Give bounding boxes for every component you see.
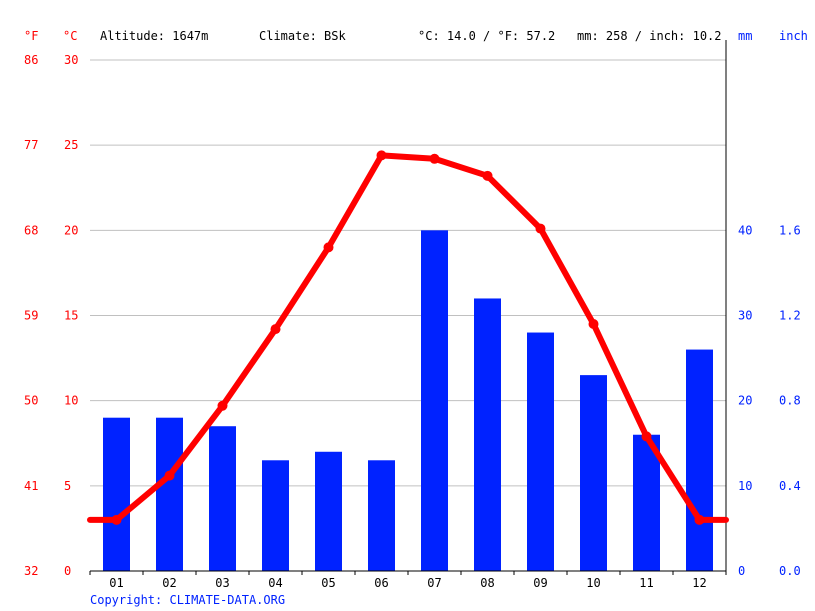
precipitation-bars	[103, 230, 713, 572]
celsius-tick-label: 0	[64, 564, 71, 578]
celsius-unit-label: °C	[63, 29, 77, 43]
precipitation-bar	[156, 417, 183, 571]
mm-tick-label: 30	[738, 309, 752, 323]
temperature-average-label: °C: 14.0 / °F: 57.2	[418, 29, 555, 43]
altitude-label: Altitude: 1647m	[100, 29, 208, 43]
tick-labels: 0 32 5 41 10 50 15 59 20 68 25 77 30 86 0 0.0 10 0.4 20 0.8…	[24, 53, 801, 590]
month-tick-label: 09	[533, 576, 547, 590]
precipitation-average-label: mm: 258 / inch: 10.2	[577, 29, 722, 43]
mm-unit-label: mm	[738, 29, 752, 43]
inch-tick-label: 0.0	[779, 564, 801, 578]
fahrenheit-tick-label: 86	[24, 53, 38, 67]
temperature-series-line	[87, 152, 729, 523]
month-tick-label: 03	[215, 576, 229, 590]
inch-unit-label: inch	[779, 29, 808, 43]
fahrenheit-tick-label: 41	[24, 479, 38, 493]
month-tick-label: 07	[427, 576, 441, 590]
inch-tick-label: 1.6	[779, 223, 801, 237]
mm-tick-label: 0	[738, 564, 745, 578]
precipitation-bar	[686, 349, 713, 571]
month-tick-label: 01	[109, 576, 123, 590]
month-tick-label: 05	[321, 576, 335, 590]
celsius-tick-label: 25	[64, 138, 78, 152]
celsius-tick-label: 30	[64, 53, 78, 67]
precipitation-bar	[633, 434, 660, 571]
precipitation-bar	[527, 332, 554, 571]
temperature-point	[429, 153, 440, 164]
chart-axes	[89, 40, 727, 575]
month-tick-label: 08	[480, 576, 494, 590]
mm-tick-label: 10	[738, 479, 752, 493]
mm-tick-label: 20	[738, 394, 752, 408]
precipitation-bar	[421, 230, 448, 572]
celsius-tick-label: 20	[64, 223, 78, 237]
copyright-label[interactable]: Copyright: CLIMATE-DATA.ORG	[90, 593, 285, 607]
celsius-tick-label: 15	[64, 309, 78, 323]
temperature-point	[376, 150, 387, 161]
inch-tick-label: 0.4	[779, 479, 801, 493]
inch-tick-label: 1.2	[779, 309, 801, 323]
month-tick-label: 02	[162, 576, 176, 590]
month-tick-label: 04	[268, 576, 282, 590]
precipitation-bar	[474, 298, 501, 571]
temperature-line	[87, 150, 729, 525]
temperature-point	[323, 242, 334, 253]
temperature-point	[164, 470, 175, 481]
month-tick-label: 10	[586, 576, 600, 590]
fahrenheit-tick-label: 32	[24, 564, 38, 578]
fahrenheit-tick-label: 68	[24, 223, 38, 237]
temperature-point	[270, 324, 281, 335]
fahrenheit-tick-label: 59	[24, 309, 38, 323]
fahrenheit-unit-label: °F	[24, 29, 38, 43]
temperature-point	[535, 223, 546, 234]
climate-label: Climate: BSk	[259, 29, 346, 43]
temperature-point	[694, 514, 705, 525]
temperature-point	[217, 400, 228, 411]
fahrenheit-tick-label: 77	[24, 138, 38, 152]
month-tick-label: 06	[374, 576, 388, 590]
temperature-point	[111, 514, 122, 525]
inch-tick-label: 0.8	[779, 394, 801, 408]
precipitation-bar	[315, 451, 342, 571]
precipitation-bar	[580, 375, 607, 571]
grid-lines	[90, 59, 726, 487]
celsius-tick-label: 10	[64, 394, 78, 408]
mm-tick-label: 40	[738, 223, 752, 237]
precipitation-bar	[262, 460, 289, 571]
temperature-point	[641, 431, 652, 442]
fahrenheit-tick-label: 50	[24, 394, 38, 408]
temperature-point	[588, 319, 599, 330]
precipitation-bar	[103, 417, 130, 571]
month-tick-label: 12	[692, 576, 706, 590]
precipitation-bar	[368, 460, 395, 571]
precipitation-bar	[209, 426, 236, 571]
month-tick-label: 11	[639, 576, 653, 590]
temperature-point	[482, 170, 493, 181]
celsius-tick-label: 5	[64, 479, 71, 493]
